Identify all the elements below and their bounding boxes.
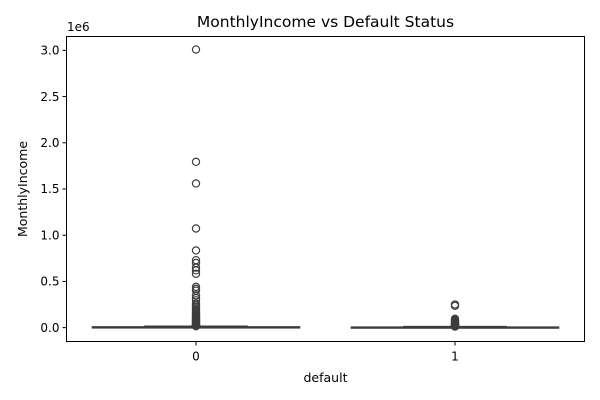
outlier-point: [191, 266, 201, 275]
outlier-point: [191, 157, 201, 167]
y-tick-label: 0.0: [40, 321, 59, 335]
outlier-point: [191, 179, 201, 188]
outlier-point: [191, 45, 201, 54]
y-tick-label: 1.5: [40, 182, 59, 196]
x-axis-label: default: [304, 370, 348, 385]
y-tick-label: 0.5: [40, 275, 59, 289]
x-tick-label: 1: [451, 350, 459, 364]
outlier-point: [191, 291, 201, 300]
y-tick-label: 3.0: [40, 44, 59, 58]
outlier-point: [191, 321, 201, 331]
outlier-point: [191, 263, 201, 272]
axes-frame: [66, 36, 585, 342]
outlier-point: [450, 322, 460, 331]
chart-title: MonthlyIncome vs Default Status: [197, 13, 454, 31]
box-group-1: [350, 300, 560, 331]
y-tick-label: 2.0: [40, 136, 59, 150]
plot-area: [91, 45, 560, 331]
outlier-point: [191, 269, 201, 279]
y-scale-label: 1e6: [67, 20, 90, 34]
y-tick-label: 2.5: [40, 90, 59, 104]
x-tick-label: 0: [192, 350, 200, 364]
box-group-0: [91, 45, 301, 331]
y-tick-label: 1.0: [40, 228, 59, 242]
outlier-point: [191, 246, 201, 255]
outlier-point: [191, 224, 201, 233]
outlier-point: [450, 301, 460, 311]
y-axis-label: MonthlyIncome: [15, 141, 30, 237]
